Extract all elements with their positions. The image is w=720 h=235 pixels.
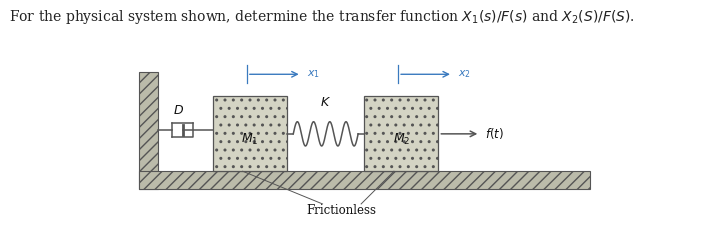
Text: $D$: $D$ <box>173 104 184 117</box>
Bar <box>213 97 287 171</box>
Text: $x_2$: $x_2$ <box>458 68 471 80</box>
Bar <box>364 97 438 171</box>
Bar <box>139 72 158 189</box>
Text: $M_2$: $M_2$ <box>392 132 410 147</box>
Bar <box>139 171 590 189</box>
Text: Frictionless: Frictionless <box>307 204 377 217</box>
Text: $x_1$: $x_1$ <box>307 68 320 80</box>
Text: $M_1$: $M_1$ <box>241 132 259 147</box>
Text: For the physical system shown, determine the transfer function $X_1(s)/F(s)$ and: For the physical system shown, determine… <box>9 8 635 26</box>
Text: $K$: $K$ <box>320 96 331 109</box>
Text: $f(t)$: $f(t)$ <box>485 126 504 141</box>
